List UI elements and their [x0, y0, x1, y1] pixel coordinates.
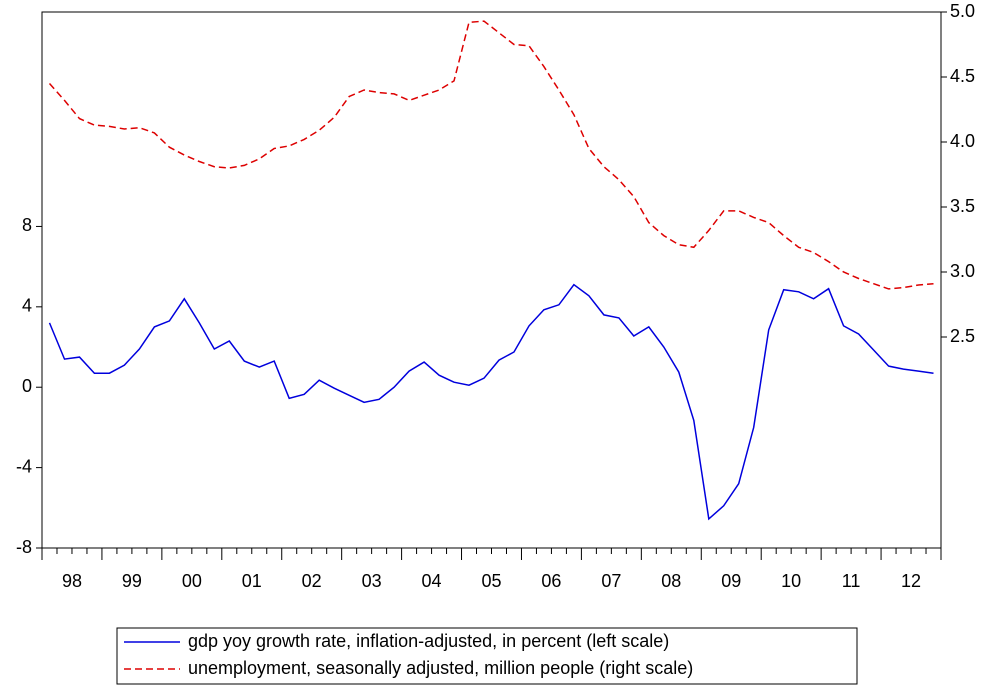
x-tick-label: 06	[541, 571, 561, 591]
x-tick-label: 10	[781, 571, 801, 591]
plot-frame	[41, 11, 942, 549]
y2-tick-label: 3.5	[950, 196, 975, 216]
y2-tick-label: 4.5	[950, 66, 975, 86]
x-tick-label: 12	[901, 571, 921, 591]
x-tick-label: 07	[601, 571, 621, 591]
legend-label: gdp yoy growth rate, inflation-adjusted,…	[188, 631, 669, 651]
x-tick-label: 05	[481, 571, 501, 591]
x-tick-label: 08	[661, 571, 681, 591]
x-tick-label: 98	[62, 571, 82, 591]
y2-tick-label: 5.0	[950, 1, 975, 21]
y2-tick-label: 4.0	[950, 131, 975, 151]
y2-tick-label: 2.5	[950, 326, 975, 346]
x-tick-label: 00	[182, 571, 202, 591]
legend-label: unemployment, seasonally adjusted, milli…	[188, 658, 693, 678]
x-tick-label: 04	[422, 571, 442, 591]
x-tick-label: 01	[242, 571, 262, 591]
legend-box	[116, 627, 858, 685]
series-line	[48, 20, 934, 290]
series-line	[48, 283, 934, 521]
x-tick-label: 03	[362, 571, 382, 591]
x-tick-label: 02	[302, 571, 322, 591]
y-tick-label: 4	[22, 296, 32, 316]
y2-tick-label: 3.0	[950, 261, 975, 281]
x-tick-label: 11	[842, 571, 861, 591]
x-tick-label: 99	[122, 571, 142, 591]
y-tick-label: 0	[22, 376, 32, 396]
y-tick-label: 8	[22, 215, 32, 235]
x-tick-label: 09	[721, 571, 741, 591]
y-tick-label: -8	[16, 537, 32, 557]
y-tick-label: -4	[16, 456, 32, 476]
